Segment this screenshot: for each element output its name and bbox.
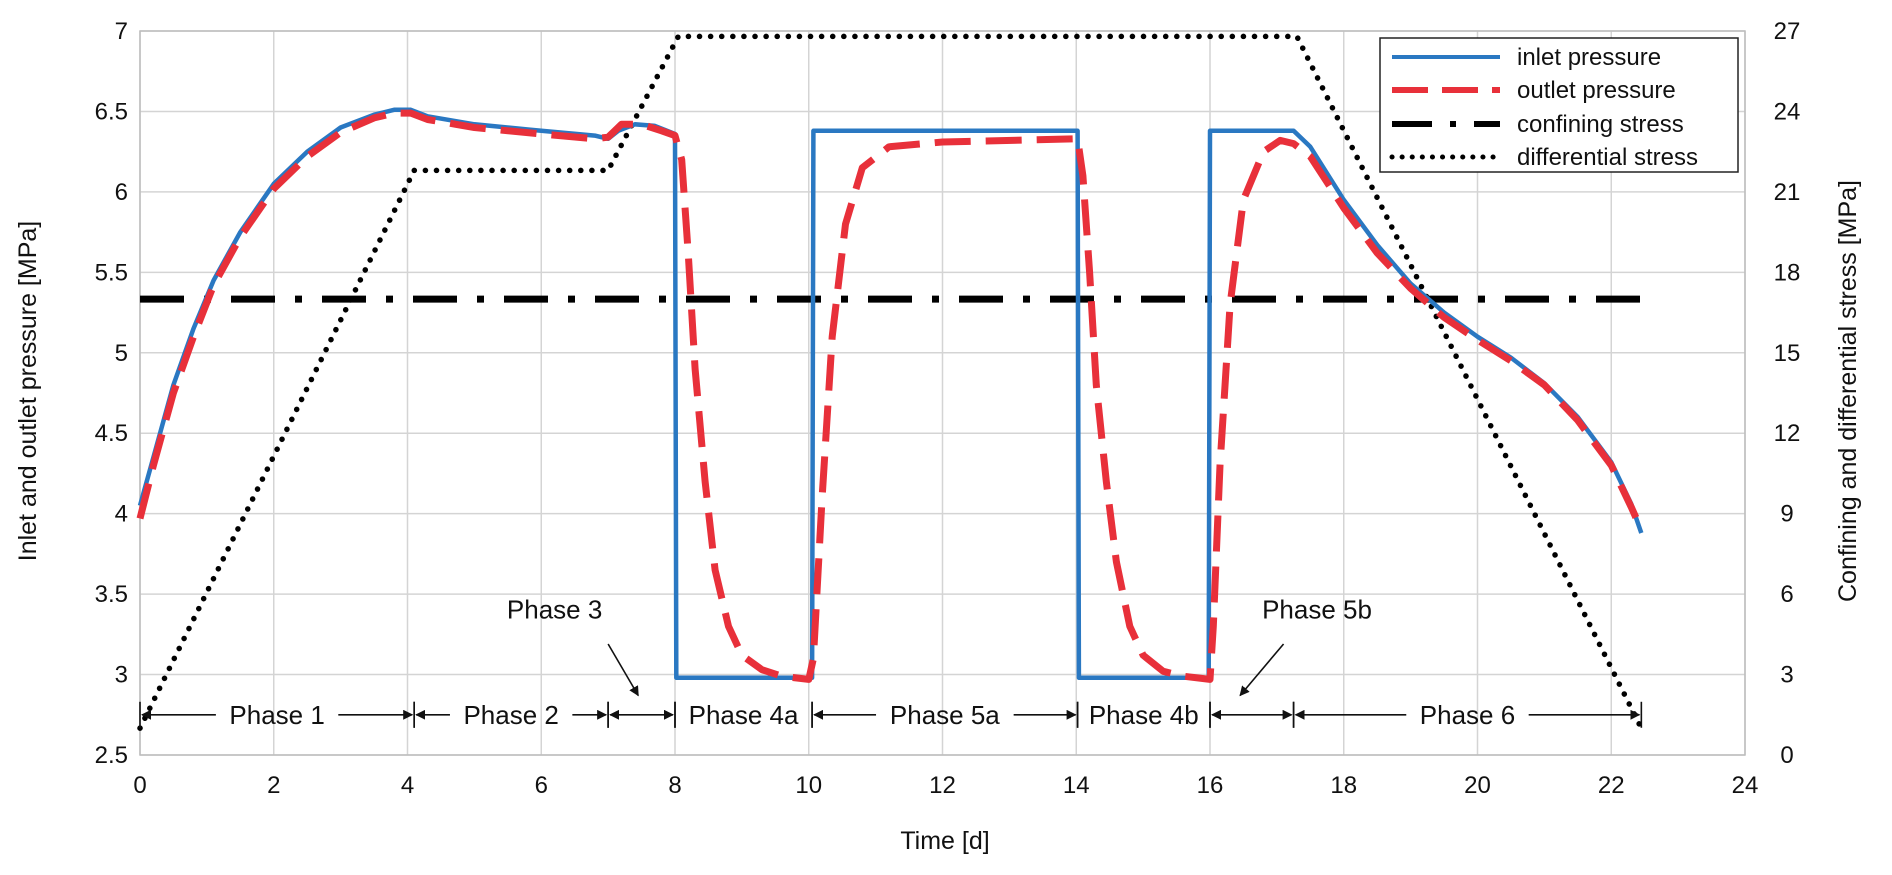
y-right-tick-label: 3	[1780, 662, 1793, 689]
y-right-tick-label: 24	[1774, 98, 1801, 125]
y-right-tick-label: 12	[1774, 420, 1801, 447]
x-tick-label: 20	[1464, 772, 1491, 799]
x-tick-label: 8	[668, 772, 681, 799]
legend-label-differential: differential stress	[1517, 144, 1698, 171]
y-left-tick-label: 3	[115, 662, 128, 689]
y-axis-right-label: Confining and differential stress [MPa]	[1834, 180, 1862, 602]
phase-label: Phase 4a	[689, 700, 799, 730]
y-left-tick-label: 7	[115, 18, 128, 45]
series-line-outlet-pressure	[136, 109, 1645, 683]
y-right-tick-label: 18	[1774, 259, 1801, 286]
x-axis-label: Time [d]	[900, 827, 989, 855]
x-tick-label: 10	[795, 772, 822, 799]
y-left-tick-label: 3.5	[95, 581, 128, 608]
phase-label: Phase 4b	[1089, 700, 1199, 730]
y-right-tick-label: 0	[1780, 742, 1793, 769]
y-left-tick-label: 2.5	[95, 742, 128, 769]
phase-label: Phase 1	[229, 700, 324, 730]
phase-label: Phase 5a	[890, 700, 1000, 730]
y-left-tick-label: 5	[115, 340, 128, 367]
phase-label: Phase 2	[463, 700, 558, 730]
plot-frame	[139, 30, 1746, 756]
y-left-tick-label: 6.5	[95, 98, 128, 125]
x-tick-label: 24	[1732, 772, 1759, 799]
y-right-tick-label: 6	[1780, 581, 1793, 608]
phase-annotations: Phase 1 Phase 2 Phase 3 Phase 4a Phase 5a Pha…	[139, 594, 1643, 730]
series-line-inlet-pressure	[137, 107, 1644, 681]
y-axis-left-label: Inlet and outlet pressure [MPa]	[14, 221, 42, 561]
legend: inlet pressure outlet pressure confining…	[1379, 37, 1739, 173]
y-right-tick-label: 27	[1774, 18, 1801, 45]
tick-labels: 0 2 4 6 8 10 12 14 16 18 20 22 242.533.544.555.566.5…	[95, 18, 1801, 799]
legend-box	[1379, 37, 1739, 173]
y-right-tick-label: 15	[1774, 340, 1801, 367]
x-tick-label: 0	[133, 772, 146, 799]
series-layer	[136, 33, 1645, 731]
legend-label-confining: confining stress	[1517, 111, 1684, 138]
phase-callout-arrow	[1239, 643, 1285, 697]
x-tick-label: 22	[1598, 772, 1625, 799]
y-right-tick-label: 9	[1780, 501, 1793, 528]
plot-area-border	[139, 30, 1746, 756]
x-tick-label: 2	[267, 772, 280, 799]
x-tick-label: 18	[1330, 772, 1357, 799]
phase-callout-arrow	[607, 643, 639, 697]
x-tick-label: 4	[401, 772, 414, 799]
x-tick-label: 14	[1063, 772, 1090, 799]
x-tick-label: 12	[929, 772, 956, 799]
legend-label-inlet: inlet pressure	[1517, 44, 1661, 71]
y-left-tick-label: 6	[115, 179, 128, 206]
legend-label-outlet: outlet pressure	[1517, 77, 1676, 104]
phase-label: Phase 6	[1420, 700, 1515, 730]
y-right-tick-label: 21	[1774, 179, 1801, 206]
y-left-tick-label: 4	[115, 501, 128, 528]
phase-label: Phase 3	[507, 594, 602, 624]
x-tick-label: 16	[1197, 772, 1224, 799]
phase-label: Phase 5b	[1262, 594, 1372, 624]
y-left-tick-label: 4.5	[95, 420, 128, 447]
x-tick-label: 6	[535, 772, 548, 799]
y-left-tick-label: 5.5	[95, 259, 128, 286]
